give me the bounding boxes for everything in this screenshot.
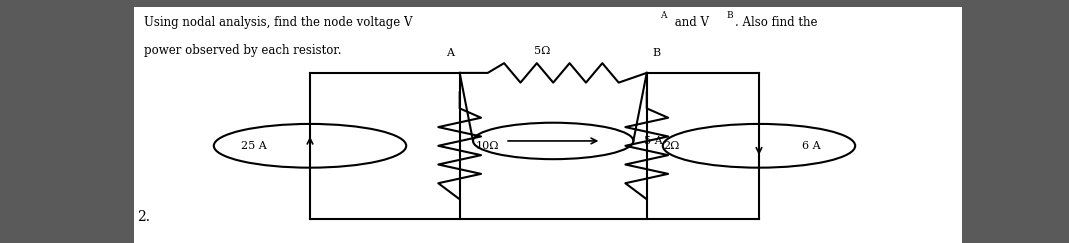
Text: A: A [447,48,454,58]
Text: power observed by each resistor.: power observed by each resistor. [144,44,342,57]
Text: 5Ω: 5Ω [534,46,551,56]
FancyBboxPatch shape [134,7,962,243]
Text: 6 A: 6 A [802,141,820,151]
Text: 10Ω: 10Ω [476,141,499,151]
Text: B: B [727,11,733,20]
Text: 25 A: 25 A [242,141,267,151]
Text: Using nodal analysis, find the node voltage V: Using nodal analysis, find the node volt… [144,16,413,29]
Text: and V: and V [671,16,710,29]
Text: 5 A: 5 A [644,136,663,146]
Text: B: B [652,48,661,58]
Text: 2.: 2. [137,209,150,224]
Text: 2Ω: 2Ω [663,141,679,151]
Text: . Also find the: . Also find the [735,16,818,29]
Text: A: A [660,11,666,20]
